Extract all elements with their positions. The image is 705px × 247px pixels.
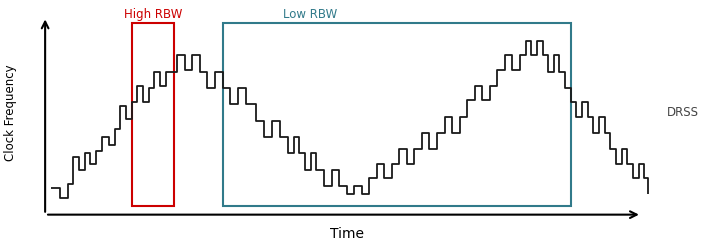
Bar — [132, 23, 174, 206]
Text: Clock Frequency: Clock Frequency — [4, 64, 17, 161]
Text: DRSS: DRSS — [667, 106, 699, 119]
Text: Low RBW: Low RBW — [283, 8, 337, 21]
Text: Time: Time — [329, 227, 364, 241]
Text: High RBW: High RBW — [123, 8, 182, 21]
Bar — [223, 23, 571, 206]
